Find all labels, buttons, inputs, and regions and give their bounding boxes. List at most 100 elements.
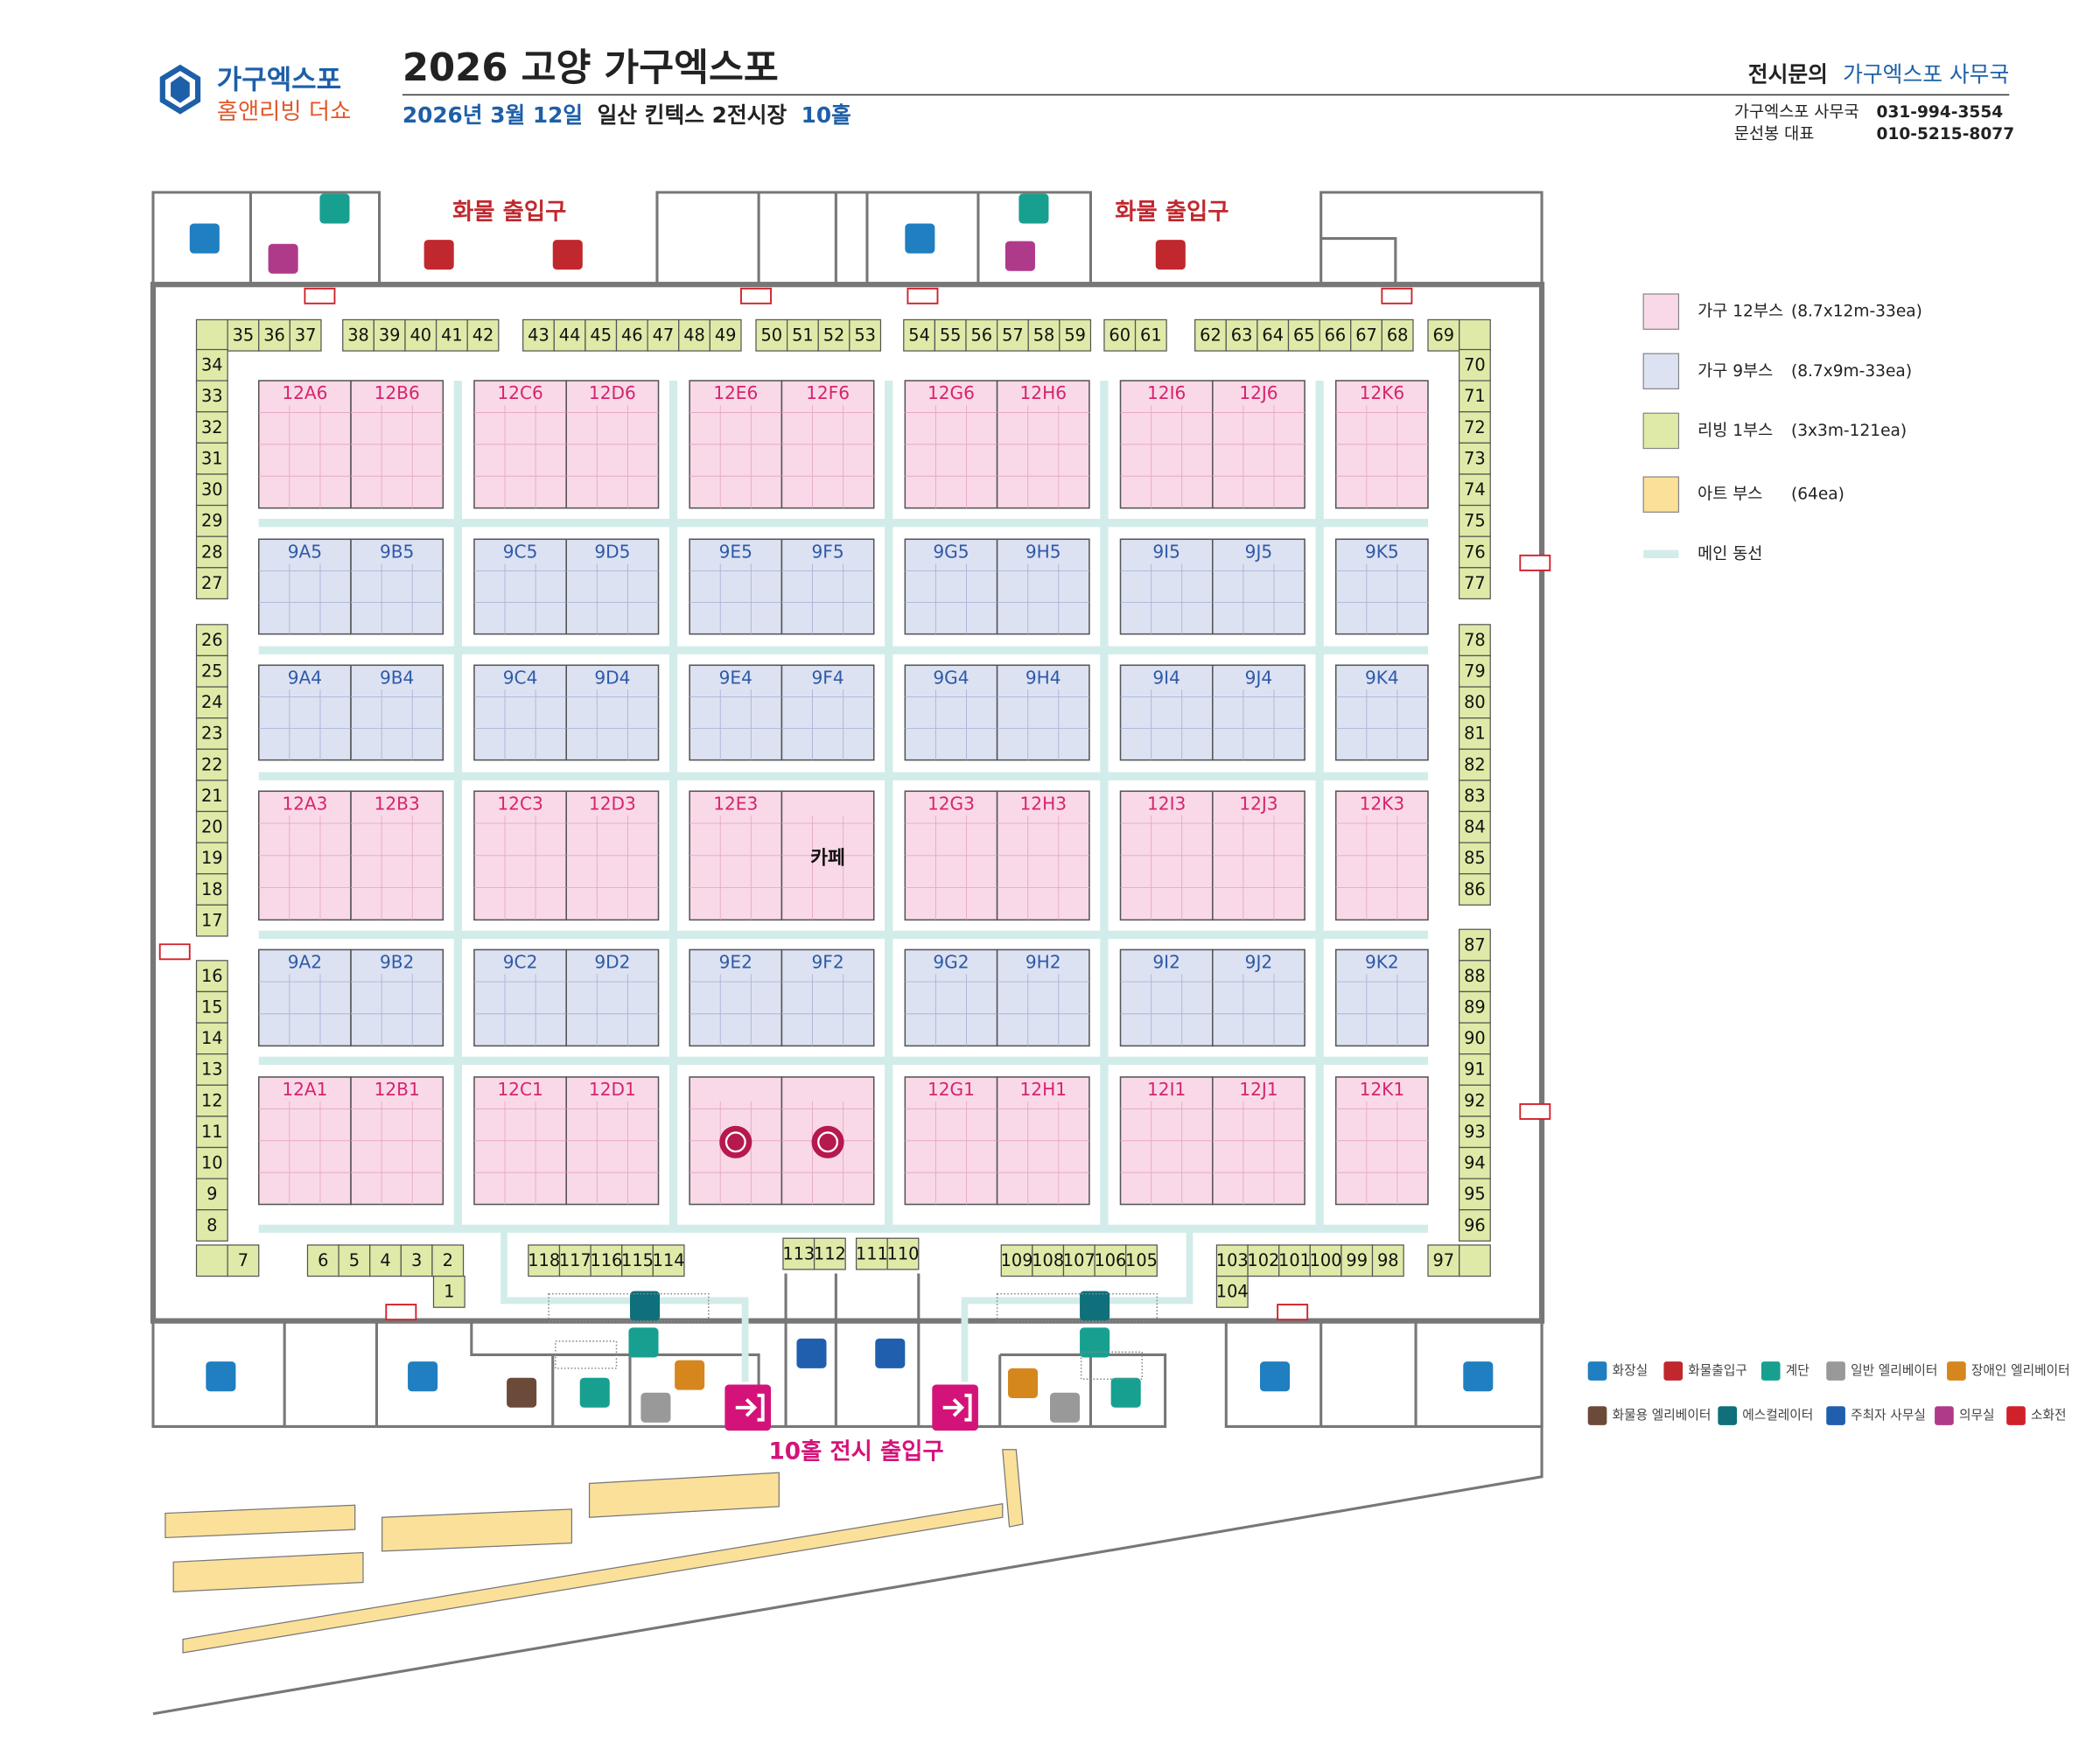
booth (257, 948, 352, 1047)
subtitle-hall: 10홀 (802, 102, 851, 128)
booth-label: 9F5 (811, 541, 844, 562)
icon-legend-swatch (1826, 1361, 1845, 1381)
booth-label: 12J3 (1239, 793, 1278, 814)
facility-icon (408, 1361, 438, 1392)
contact-label: 전시문의 (1748, 62, 1828, 87)
facility-icon (268, 243, 298, 274)
small-booth-number: 67 (1355, 325, 1377, 346)
booth-label: 9K5 (1365, 541, 1399, 562)
subtitle-venue: 일산 킨텍스 2전시장 (597, 102, 787, 128)
small-booth-number: 63 (1231, 325, 1253, 346)
small-booth-number: 40 (410, 325, 431, 346)
small-booth-number: 75 (1464, 511, 1486, 531)
small-booth-number: 14 (201, 1028, 223, 1048)
booth-label: 12C6 (497, 382, 542, 403)
fire-hydrant (740, 287, 772, 304)
small-booth (342, 318, 374, 352)
booth-label: 12E3 (713, 793, 758, 814)
booth (780, 664, 875, 761)
icon-legend-swatch (1587, 1406, 1607, 1425)
small-booth-number: 60 (1109, 325, 1130, 346)
booth (904, 664, 998, 761)
small-booth-number: 45 (590, 325, 612, 346)
small-booth (1458, 1209, 1491, 1242)
small-booth (195, 1116, 228, 1149)
parking-strip (588, 1472, 780, 1518)
small-booth-number: 33 (201, 386, 223, 406)
booth-label: 12G1 (928, 1079, 975, 1100)
small-booth-blank (195, 318, 228, 352)
small-booth (1194, 318, 1227, 352)
small-booth-number: 21 (201, 786, 223, 806)
lg-logo (724, 1131, 746, 1153)
booth (1212, 948, 1306, 1047)
small-booth-number: 105 (1125, 1250, 1158, 1270)
booth-label: 9A4 (288, 667, 322, 688)
booth-label: 9H2 (1026, 951, 1061, 972)
small-booth (466, 318, 500, 352)
booth-label: 12H6 (1020, 382, 1068, 403)
small-booth-number: 90 (1464, 1028, 1486, 1048)
small-booth-number: 54 (908, 325, 930, 346)
small-booth (1427, 318, 1460, 352)
booth-label: 9E4 (719, 667, 752, 688)
small-booth (195, 1209, 228, 1242)
aisle (500, 1228, 1194, 1382)
small-booth-number: 85 (1464, 848, 1486, 868)
small-booth (195, 873, 228, 906)
small-booth (227, 318, 260, 352)
small-booth (1458, 624, 1491, 657)
icon-legend-label: 일반 엘리베이터 (1851, 1363, 1937, 1378)
small-booth-number: 91 (1464, 1060, 1486, 1080)
small-booth (755, 318, 788, 352)
booth (1212, 538, 1306, 635)
small-booth-number: 58 (1033, 325, 1055, 346)
small-booth-number: 74 (1464, 479, 1486, 500)
small-booth-number: 115 (621, 1250, 654, 1270)
small-booth (528, 1244, 561, 1277)
small-booth (195, 348, 228, 381)
facility-icon (1008, 1368, 1039, 1398)
small-booth-number: 69 (1432, 325, 1454, 346)
small-booth-blank (1458, 318, 1491, 352)
contact-phone: 031-994-3554 (1877, 103, 2004, 122)
booth-label: 9J5 (1245, 541, 1273, 562)
booth-label: 9F2 (811, 951, 844, 972)
icon-legend-swatch (1826, 1406, 1845, 1425)
facility-icon (630, 1291, 661, 1321)
aisle (258, 1056, 1428, 1066)
small-booth-number: 62 (1200, 325, 1222, 346)
small-booth (817, 318, 850, 352)
facility-icon (1080, 1291, 1110, 1321)
legend-swatch (1643, 549, 1679, 558)
small-booth-number: 65 (1293, 325, 1315, 346)
small-booth-number: 28 (201, 542, 223, 562)
legend-swatch (1642, 412, 1680, 450)
lg-logo (719, 1125, 752, 1158)
booth (1119, 948, 1214, 1047)
booth-label: 12G6 (928, 382, 975, 403)
small-booth-number: 107 (1063, 1250, 1096, 1270)
parking-strip (382, 1508, 573, 1552)
small-booth (435, 318, 468, 352)
facility-icon (1050, 1392, 1081, 1423)
icon-legend-label: 장애인 엘리베이터 (1971, 1363, 2070, 1378)
small-booth-number: 42 (472, 325, 494, 346)
small-booth-number: 116 (590, 1250, 622, 1270)
escalator-track (1080, 1351, 1144, 1381)
small-booth (1215, 1275, 1249, 1308)
small-booth (709, 318, 742, 352)
small-booth (1458, 1084, 1491, 1117)
booth-label: 9E5 (719, 541, 752, 562)
small-booth-number: 32 (201, 417, 223, 437)
booth-label: 9G2 (933, 951, 969, 972)
booth-label: 12G3 (928, 793, 975, 814)
small-booth (1458, 717, 1491, 750)
small-booth (1381, 318, 1414, 352)
logo-top: 가구엑스포 (217, 64, 341, 95)
booth-label: 12I3 (1147, 793, 1186, 814)
small-booth (522, 318, 555, 352)
booth-label: 12H3 (1020, 793, 1068, 814)
small-booth-number: 31 (201, 448, 223, 468)
